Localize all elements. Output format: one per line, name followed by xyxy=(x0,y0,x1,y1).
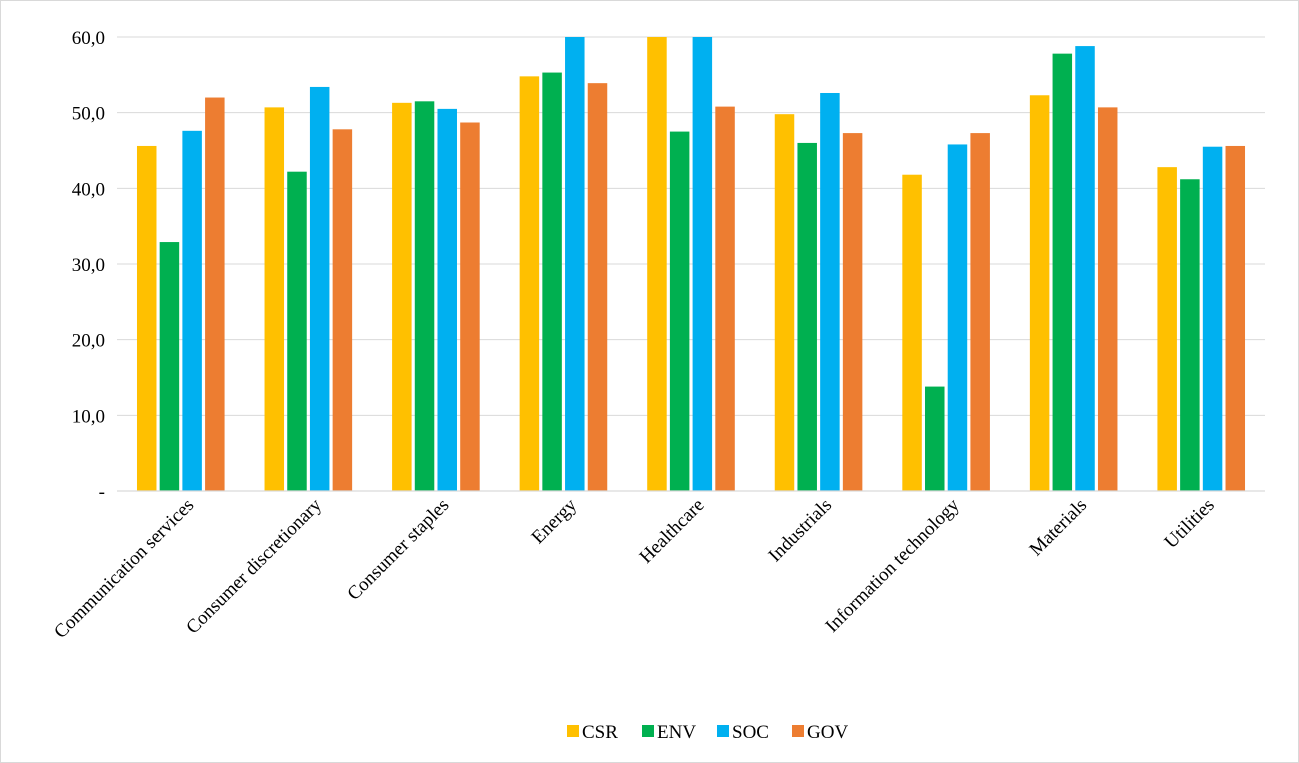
legend-swatch-csr xyxy=(567,725,579,737)
x-tick-label: Communication services xyxy=(50,495,198,643)
bar-soc xyxy=(820,92,840,491)
legend-label: ENV xyxy=(657,722,696,743)
bars xyxy=(136,37,1246,492)
bar-gov xyxy=(587,83,608,491)
bar-csr xyxy=(774,114,795,492)
y-tick-label: 40,0 xyxy=(72,179,105,200)
bar-gov xyxy=(1225,145,1246,491)
bar-csr xyxy=(136,145,157,491)
y-tick-label: 50,0 xyxy=(72,104,105,125)
bar-csr xyxy=(264,107,285,492)
x-tick-label: Utilities xyxy=(1161,495,1219,553)
gridlines xyxy=(117,36,1265,416)
bar-env xyxy=(1052,53,1073,491)
bar-gov xyxy=(715,106,735,491)
y-tick-label: 60,0 xyxy=(72,28,105,49)
bar-soc xyxy=(692,37,713,491)
bar-env xyxy=(669,131,690,492)
bar-csr xyxy=(1029,95,1050,491)
legend-swatch-gov xyxy=(792,725,804,737)
bar-csr xyxy=(392,102,412,491)
bar-env xyxy=(542,72,562,492)
bar-gov xyxy=(970,133,990,491)
y-tick-label: 30,0 xyxy=(72,255,105,276)
x-tick-label: Industrials xyxy=(765,495,837,567)
y-tick-label: 10,0 xyxy=(72,406,105,427)
bar-csr xyxy=(647,37,667,491)
legend: CSR ENV SOC GOV xyxy=(567,722,848,743)
bar-env xyxy=(1180,179,1200,491)
bar-soc xyxy=(1202,146,1223,491)
legend-swatch-env xyxy=(642,725,654,737)
x-tick-label: Energy xyxy=(528,494,582,548)
bar-gov xyxy=(332,129,353,491)
bar-gov xyxy=(1097,107,1118,492)
bar-csr xyxy=(902,174,922,492)
x-tick-label: Materials xyxy=(1026,495,1092,561)
bar-env xyxy=(925,386,945,491)
bar-soc xyxy=(182,130,202,491)
y-axis: - 10,0 20,0 30,0 40,0 50,0 60,0 xyxy=(72,28,105,503)
bar-soc xyxy=(309,86,330,491)
x-tick-label: Consumer staples xyxy=(343,495,453,605)
bar-gov xyxy=(205,97,225,492)
bar-soc xyxy=(437,108,457,491)
x-tick-label: Consumer discretionary xyxy=(182,494,326,638)
bar-env xyxy=(159,242,180,491)
bar-gov xyxy=(460,122,480,492)
bar-csr xyxy=(519,76,540,491)
bar-soc xyxy=(947,144,968,492)
x-tick-label: Healthcare xyxy=(636,495,709,568)
legend-label: GOV xyxy=(807,722,848,743)
bar-env xyxy=(414,101,435,492)
bar-gov xyxy=(842,133,863,491)
bar-soc xyxy=(565,37,585,491)
legend-label: SOC xyxy=(732,722,769,743)
legend-swatch-soc xyxy=(717,725,729,737)
bar-env xyxy=(287,171,307,492)
bar-soc xyxy=(1075,46,1095,492)
bar-env xyxy=(797,142,817,491)
bar-csr xyxy=(1157,167,1177,491)
x-tick-label: Information technology xyxy=(822,494,964,636)
legend-label: CSR xyxy=(582,722,618,743)
y-tick-label: 20,0 xyxy=(72,331,105,352)
y-tick-label: - xyxy=(99,482,105,503)
